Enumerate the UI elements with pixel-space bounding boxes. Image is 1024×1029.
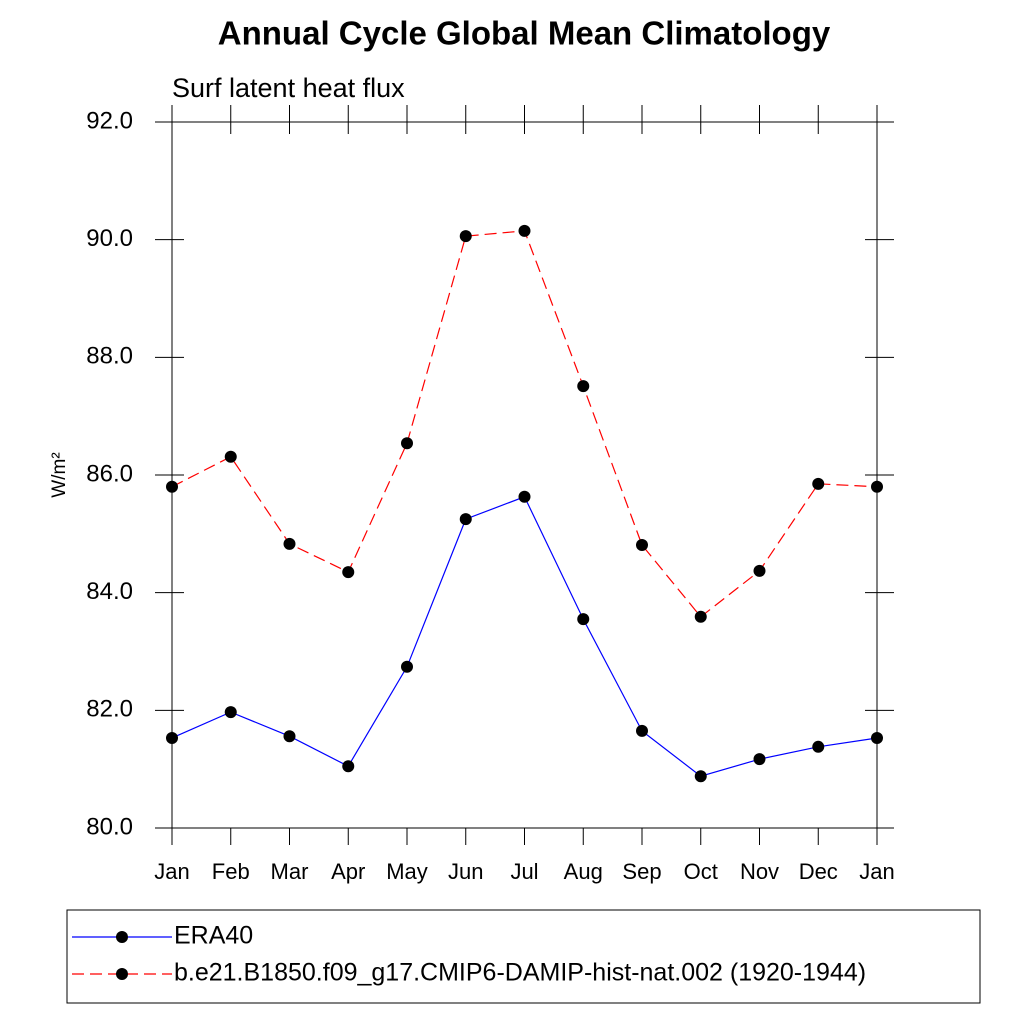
x-tick-label: Jan	[859, 859, 894, 884]
data-point	[283, 730, 296, 743]
y-tick-label: 90.0	[86, 225, 133, 252]
data-point	[166, 731, 178, 744]
series-line	[171, 230, 878, 618]
data-point	[694, 610, 707, 623]
data-point	[518, 224, 531, 237]
data-point	[342, 566, 355, 579]
x-tick-label: Dec	[799, 859, 838, 884]
x-tick-label: Feb	[212, 859, 250, 884]
data-point	[166, 480, 178, 493]
y-tick-label: 82.0	[86, 696, 133, 723]
x-tick-label: Jun	[448, 859, 483, 884]
legend-marker	[116, 931, 128, 943]
data-point	[459, 230, 472, 243]
data-point	[812, 740, 825, 753]
legend-box	[66, 909, 981, 1004]
data-point	[753, 564, 766, 577]
y-tick-label: 86.0	[86, 460, 133, 487]
legend-label: ERA40	[174, 922, 253, 950]
data-point	[401, 660, 413, 673]
series-line	[171, 496, 878, 777]
data-point	[518, 490, 531, 503]
data-point	[283, 537, 296, 550]
x-tick-label: Sep	[622, 859, 661, 884]
x-tick-label: Jul	[510, 859, 538, 884]
data-point	[753, 753, 766, 766]
y-tick-label: 88.0	[86, 343, 133, 370]
data-point	[342, 760, 355, 773]
data-point	[812, 477, 825, 490]
data-point	[577, 613, 590, 626]
data-point	[871, 731, 883, 744]
data-point	[224, 450, 237, 463]
x-tick-label: Nov	[740, 859, 779, 884]
data-point	[871, 480, 883, 493]
data-point	[636, 724, 648, 737]
y-tick-label: 80.0	[86, 813, 133, 840]
legend-label: b.e21.B1850.f09_g17.CMIP6-DAMIP-hist-nat…	[174, 959, 866, 987]
x-tick-label: Jan	[154, 859, 189, 884]
data-point	[401, 437, 413, 450]
x-tick-label: Mar	[271, 859, 309, 884]
y-tick-label: 84.0	[86, 578, 133, 605]
y-axis-label: W/m²	[49, 452, 70, 497]
y-tick-label: 92.0	[86, 107, 133, 134]
x-tick-label: May	[386, 859, 428, 884]
legend-marker	[116, 968, 128, 980]
data-point	[694, 770, 707, 783]
x-tick-label: Oct	[684, 859, 718, 884]
data-point	[224, 706, 237, 719]
chart-title: Annual Cycle Global Mean Climatology	[218, 15, 831, 52]
data-point	[636, 539, 648, 552]
chart-subtitle: Surf latent heat flux	[172, 73, 405, 103]
x-tick-label: Apr	[331, 859, 365, 884]
data-point	[459, 513, 472, 526]
data-point	[577, 380, 590, 393]
x-tick-label: Aug	[564, 859, 603, 884]
